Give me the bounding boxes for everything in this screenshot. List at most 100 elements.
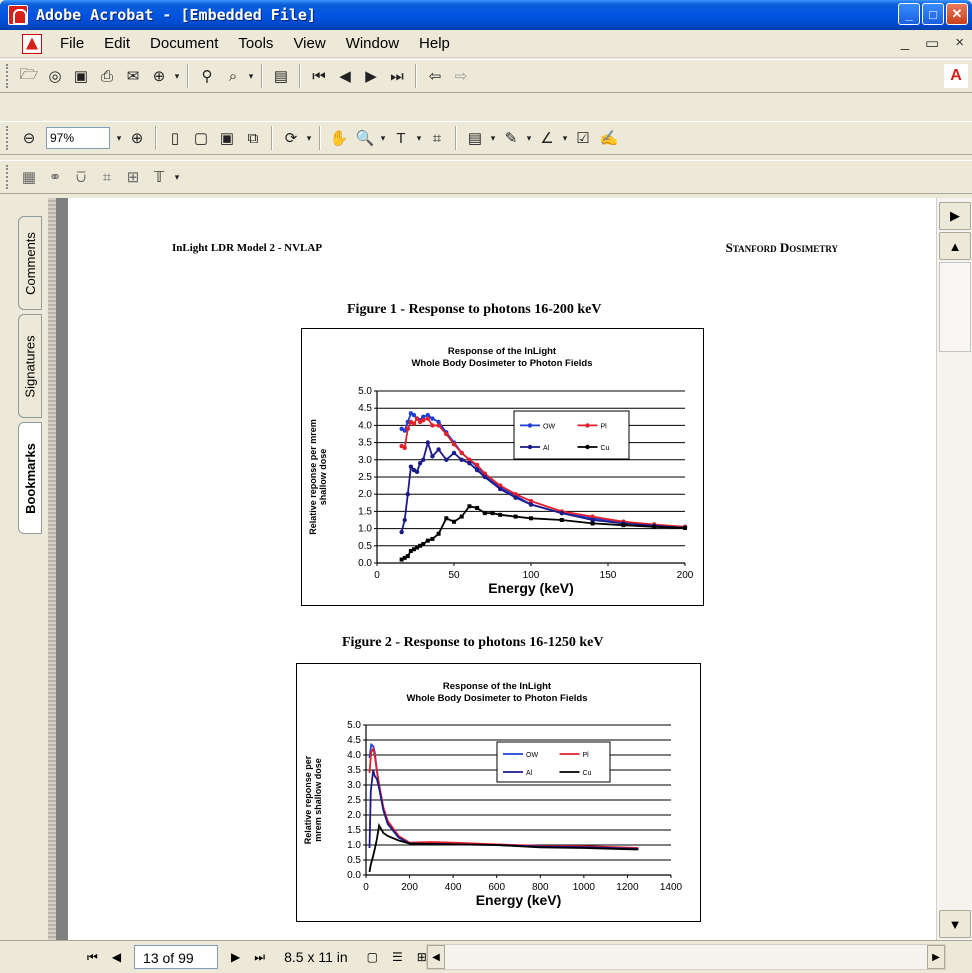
close-button[interactable]: ✕: [946, 3, 968, 25]
acrobat-app-icon[interactable]: [8, 5, 28, 25]
zoom-out-icon[interactable]: ⊖: [22, 130, 36, 147]
scroll-down-button[interactable]: ▼: [939, 910, 971, 938]
document-icon[interactable]: [22, 33, 42, 54]
note-icon[interactable]: ▤: [467, 130, 483, 147]
zoom-input[interactable]: 97%: [46, 127, 110, 149]
y-tick-label: 2.5: [347, 795, 361, 806]
toolbar-grip[interactable]: [6, 165, 10, 189]
tab-bookmarks[interactable]: Bookmarks: [18, 422, 42, 534]
previous-view-icon[interactable]: ⇦: [428, 68, 442, 85]
data-point-Al: [459, 457, 464, 462]
single-page-icon[interactable]: ▢: [366, 950, 378, 964]
search-icon[interactable]: ⌕: [228, 67, 238, 85]
open-icon[interactable]: 🗁: [19, 65, 39, 83]
continuous-facing-icon[interactable]: ⊞: [416, 950, 427, 964]
chevron-down-icon[interactable]: ▾: [526, 132, 532, 143]
chevron-down-icon[interactable]: ▾: [380, 132, 386, 143]
save-icon[interactable]: ▣: [73, 68, 89, 85]
chart-title-line: Response of the InLight: [448, 346, 557, 357]
x-tick-label: 400: [445, 882, 462, 893]
data-point-Cu: [436, 531, 441, 536]
highlight-icon[interactable]: ∠: [540, 130, 554, 147]
data-point-Cu: [652, 524, 657, 529]
actual-size-icon[interactable]: ▯: [170, 130, 180, 147]
text-select-icon[interactable]: T: [396, 129, 406, 147]
next-view-icon[interactable]: ⇨: [454, 68, 468, 85]
zoom-tool-icon[interactable]: 🔍: [355, 130, 375, 147]
touchup-text-icon[interactable]: 𝕋: [153, 169, 165, 186]
menu-window[interactable]: Window: [345, 35, 400, 52]
article-icon[interactable]: ⩂: [75, 168, 87, 186]
continuous-icon[interactable]: ☰: [392, 950, 403, 964]
expand-right-icon[interactable]: ▶: [939, 202, 971, 230]
chevron-down-icon[interactable]: ▾: [248, 70, 254, 81]
chevron-down-icon[interactable]: ▾: [490, 132, 496, 143]
toolbar-grip[interactable]: [6, 64, 10, 88]
menu-tools[interactable]: Tools: [238, 35, 274, 52]
doc-restore-button[interactable]: ▭: [925, 35, 940, 52]
sign-icon[interactable]: ✍: [599, 130, 619, 147]
previous-page-icon[interactable]: ◀: [339, 68, 351, 85]
scroll-thumb[interactable]: [939, 262, 971, 352]
page-number-field[interactable]: 13 of 99: [134, 945, 219, 969]
chevron-down-icon[interactable]: ▾: [306, 132, 312, 143]
fit-width-icon[interactable]: ▣: [219, 130, 235, 147]
navigation-pane-icon[interactable]: ▤: [273, 68, 289, 85]
zoom-in-icon[interactable]: ⊕: [130, 130, 144, 147]
data-point-Cu: [421, 542, 426, 547]
scroll-right-button[interactable]: ▶: [927, 945, 945, 969]
chevron-down-icon[interactable]: ▾: [562, 132, 568, 143]
first-page-button[interactable]: ⏮: [87, 949, 98, 964]
adobe-logo-icon[interactable]: A: [944, 64, 968, 88]
tab-comments[interactable]: Comments: [18, 216, 42, 310]
zoom-dropdown-icon[interactable]: ▾: [116, 132, 122, 143]
minimize-button[interactable]: _: [898, 3, 920, 25]
doc-minimize-button[interactable]: _: [900, 34, 910, 51]
rotate-icon[interactable]: ⟳: [284, 130, 298, 147]
legend-label-Pl: Pl: [601, 423, 608, 430]
organizer-icon[interactable]: ◎: [48, 68, 62, 85]
pencil-icon[interactable]: ✎: [504, 130, 518, 147]
print-icon[interactable]: ⎙: [100, 67, 113, 85]
data-point-Al: [590, 517, 595, 523]
document-viewer[interactable]: InLight LDR Model 2 - NVLAP Stanford Dos…: [56, 198, 936, 940]
movie-icon[interactable]: ▦: [21, 169, 37, 186]
last-page-button[interactable]: ⏭: [254, 949, 266, 964]
menu-view[interactable]: View: [293, 35, 326, 52]
toolbar-grip[interactable]: [6, 126, 10, 150]
next-page-icon[interactable]: ▶: [365, 68, 377, 85]
data-point-Pl: [425, 416, 431, 421]
email-icon[interactable]: ✉: [126, 68, 140, 85]
data-point-Cu: [405, 554, 410, 559]
maximize-button[interactable]: □: [922, 3, 944, 25]
menu-help[interactable]: Help: [419, 35, 450, 52]
next-page-button[interactable]: ▶: [231, 950, 241, 964]
vertical-scrollbar[interactable]: ▶ ▲ ▼: [936, 198, 972, 940]
chevron-down-icon[interactable]: ▾: [416, 132, 422, 143]
chevron-down-icon[interactable]: ▾: [174, 171, 180, 182]
menu-file[interactable]: File: [60, 35, 85, 52]
find-icon[interactable]: ⚲: [201, 68, 213, 85]
doc-close-button[interactable]: ×: [955, 34, 964, 51]
spell-check-icon[interactable]: ☑: [576, 130, 590, 147]
last-page-icon[interactable]: ⏭: [390, 67, 404, 85]
crop-icon[interactable]: ⌗: [102, 168, 112, 186]
panel-splitter[interactable]: [48, 198, 56, 940]
scroll-left-button[interactable]: ◀: [427, 945, 445, 969]
tab-signatures[interactable]: Signatures: [18, 314, 42, 418]
web-search-icon[interactable]: ⊕: [152, 68, 166, 85]
horizontal-scrollbar[interactable]: ◀ ▶: [426, 944, 946, 970]
snapshot-icon[interactable]: ⌗: [432, 129, 442, 147]
menu-edit[interactable]: Edit: [104, 35, 131, 52]
chevron-down-icon[interactable]: ▾: [174, 70, 180, 81]
link-icon[interactable]: ⚭: [48, 169, 62, 186]
hand-tool-icon[interactable]: ✋: [329, 130, 349, 147]
menu-document[interactable]: Document: [150, 35, 219, 52]
fit-visible-icon[interactable]: ⧉: [247, 129, 259, 147]
previous-page-button[interactable]: ◀: [111, 950, 122, 964]
toolbar-separator: [261, 64, 263, 88]
scroll-up-button[interactable]: ▲: [939, 232, 971, 260]
first-page-icon[interactable]: ⏮: [312, 67, 326, 85]
fit-page-icon[interactable]: ▢: [193, 130, 209, 147]
touchup-object-icon[interactable]: ⊞: [126, 169, 140, 186]
